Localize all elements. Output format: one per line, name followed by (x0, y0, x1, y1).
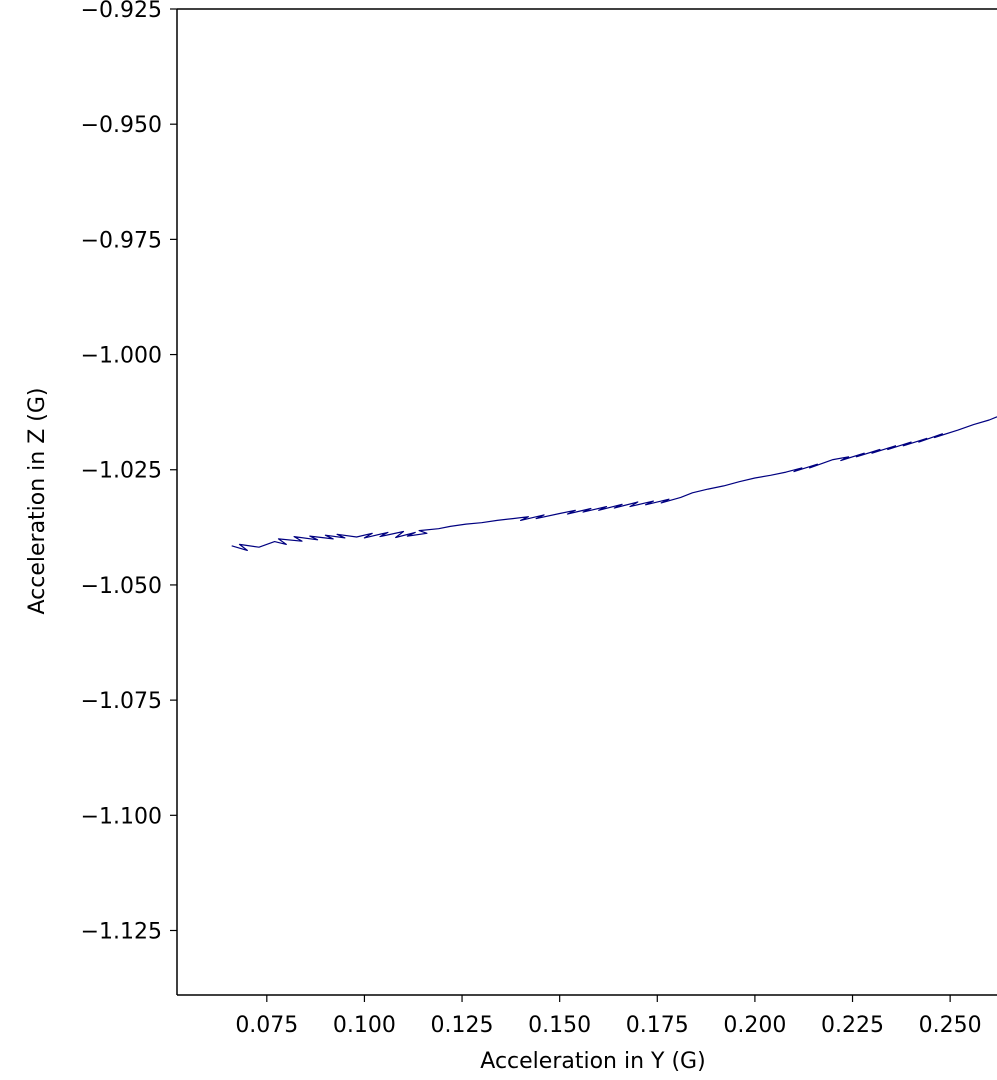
x-axis-label: Acceleration in Y (G) (480, 1049, 705, 1074)
y-tick-label: −1.025 (81, 459, 162, 484)
x-tick-label: 0.125 (431, 1013, 494, 1038)
y-tick-label: −1.125 (81, 919, 162, 944)
x-tick-label: 0.075 (235, 1013, 298, 1038)
x-tick-label: 0.250 (919, 1013, 982, 1038)
x-tick-label: 0.200 (723, 1013, 786, 1038)
x-tick-label: 0.150 (528, 1013, 591, 1038)
x-axis: 0.075 0.100 0.125 0.150 0.175 0.200 0.225 0.250 (177, 994, 997, 1038)
series-line-0 (231, 416, 997, 551)
y-axis-label: Acceleration in Z (G) (25, 387, 50, 614)
y-tick-label: −1.050 (81, 574, 162, 599)
y-tick-label: −0.950 (81, 113, 162, 138)
x-tick-label: 0.225 (821, 1013, 884, 1038)
x-tick-label: 0.100 (333, 1013, 396, 1038)
y-tick-label: −0.975 (81, 228, 162, 253)
x-tick-label: 0.175 (626, 1013, 689, 1038)
y-tick-label: −1.075 (81, 689, 162, 714)
y-tick-label: −1.000 (81, 344, 162, 369)
y-tick-label: −0.925 (81, 0, 162, 23)
y-axis: −0.925 −0.950 −0.975 −1.000 −1.025 −1.050 −1.0… (81, 0, 997, 995)
y-tick-label: −1.100 (81, 804, 162, 829)
plot-area (231, 416, 997, 551)
